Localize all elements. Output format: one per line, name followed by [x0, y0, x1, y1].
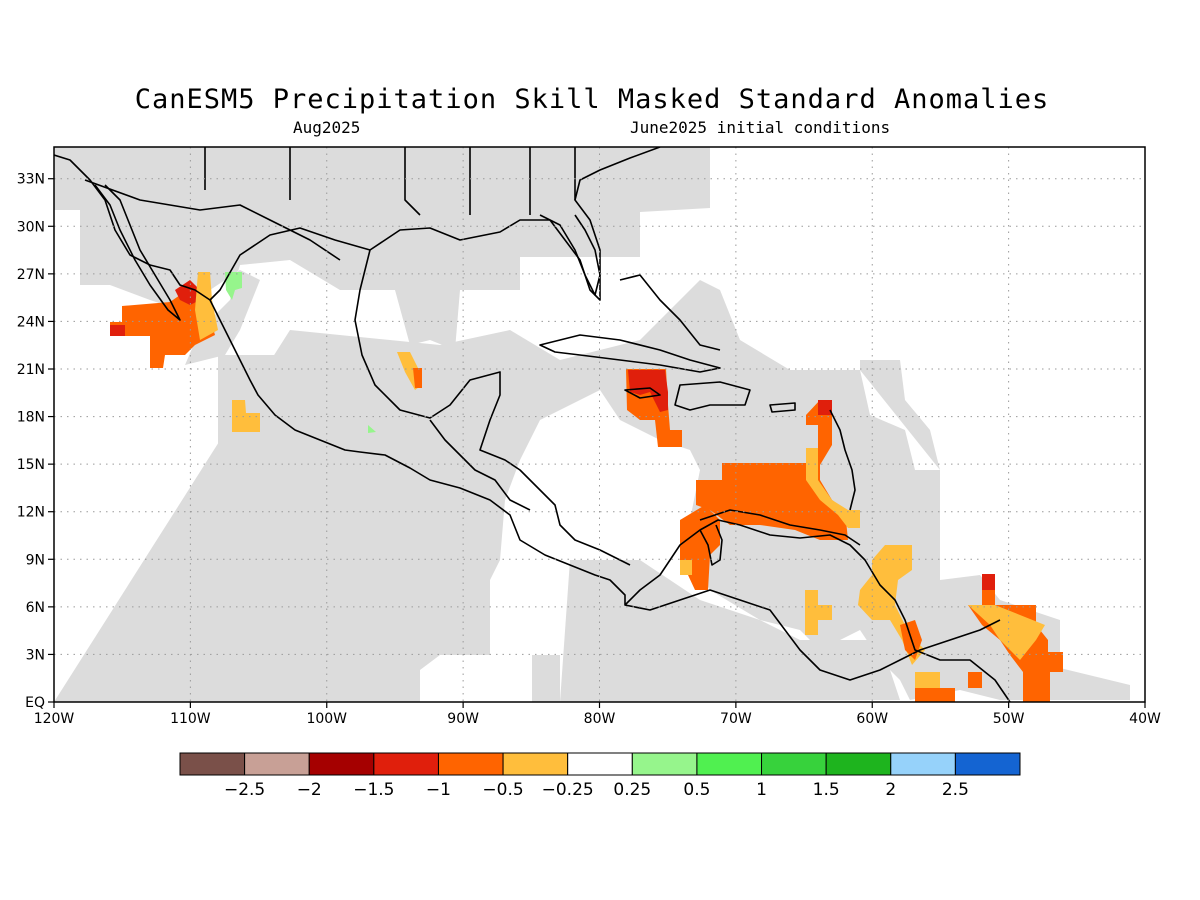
guiana-south-light: [915, 672, 940, 688]
yucatan-positive: [368, 425, 376, 433]
colorbar-swatch: [825, 752, 892, 776]
x-tick-label: 110W: [170, 711, 211, 727]
coast-puerto-rico: [769, 402, 796, 413]
colorbar-label: 2: [885, 780, 896, 800]
y-tick-label: 9N: [26, 552, 45, 568]
y-tick-label: 12N: [17, 505, 45, 521]
colorbar-label: −1: [426, 780, 451, 800]
coast-mexico-east: [354, 249, 631, 566]
coast-pacific-mainland: [54, 154, 1011, 702]
y-tick-label: 27N: [17, 267, 45, 283]
caribbean-central-anomaly: [696, 400, 848, 540]
y-tick-label: 24N: [17, 314, 45, 330]
baja-strong-anomaly-2: [110, 325, 125, 336]
coast-jamaica: [624, 387, 661, 399]
map-plot-area: [54, 147, 1145, 702]
coast-lesser-antilles: [829, 409, 856, 511]
colorbar-label: 0.5: [683, 780, 710, 800]
colorbar-label: 1.5: [813, 780, 840, 800]
y-axis-ticks: EQ 3N 6N 9N 12N 15N 18N 21N 24N 27N 30N 33N: [17, 172, 54, 711]
x-tick-label: 60W: [856, 711, 888, 727]
colorbar-label: −0.5: [482, 780, 523, 800]
y-tick-label: 30N: [17, 219, 45, 235]
mexico-pacific-light: [232, 400, 260, 432]
y-tick-label: 18N: [17, 410, 45, 426]
colorbar-label: −0.25: [542, 780, 594, 800]
baja-south-anomaly: [110, 285, 215, 368]
colorbar-swatch: [244, 752, 310, 776]
colorbar-swatch: [373, 752, 439, 776]
grid-lines: [54, 147, 1145, 702]
subtitle-initial-conditions: June2025 initial conditions: [630, 118, 891, 137]
venezuela-light: [805, 590, 832, 635]
colorbar-swatch: [631, 752, 698, 776]
border-us-mexico: [84, 179, 341, 261]
colorbar-label: 2.5: [942, 780, 969, 800]
guiana-small-orange: [968, 672, 982, 688]
colorbar-swatch: [437, 752, 504, 776]
y-tick-label: 33N: [17, 172, 45, 188]
colorbar-label: 0.25: [613, 780, 651, 800]
border-central-america: [429, 419, 531, 511]
colorbar-label: 1: [756, 780, 767, 800]
brazil-ne-light: [968, 605, 1045, 660]
coast-hispaniola: [674, 381, 751, 411]
gulf-of-california-positive: [225, 272, 242, 300]
x-tick-label: 100W: [306, 711, 347, 727]
coastlines: [54, 147, 1011, 702]
colorbar: −2.5 −2 −1.5 −1 −0.5 −0.25 0.25 0.5 1 1.5 2 2.5: [179, 752, 1021, 800]
coast-florida: [539, 214, 601, 296]
brazil-ne-strong: [982, 574, 995, 590]
lesser-antilles-strong: [818, 400, 832, 415]
mask-atlantic-ne: [860, 360, 940, 470]
gulf-light-anomaly-2: [413, 368, 422, 388]
y-tick-label: 15N: [17, 457, 45, 473]
coast-cuba: [539, 334, 721, 373]
coast-south-america-north: [699, 509, 861, 546]
hispaniola-strong: [628, 370, 668, 412]
y-tick-label: 3N: [26, 647, 45, 663]
coast-bahamas: [619, 274, 721, 351]
x-tick-label: 40W: [1129, 711, 1161, 727]
y-tick-label: 6N: [26, 600, 45, 616]
page-title: CanESM5 Precipitation Skill Masked Stand…: [134, 84, 1050, 115]
mask-mexico-pacific: [218, 355, 490, 655]
mask-north-america: [54, 147, 710, 365]
colorbar-swatch: [696, 752, 763, 776]
colombia-coast-light: [680, 560, 692, 575]
colorbar-label: −2: [297, 780, 322, 800]
subtitle-target-month: Aug2025: [293, 118, 361, 137]
x-tick-label: 70W: [720, 711, 752, 727]
y-tick-label: EQ: [25, 695, 45, 711]
y-tick-label: 21N: [17, 362, 45, 378]
caribbean-light: [806, 448, 860, 528]
x-axis-ticks: 120W 110W 100W 90W 80W 70W 60W 50W 40W: [34, 702, 1161, 727]
coast-baja: [94, 184, 181, 321]
colorbar-swatch: [567, 752, 633, 776]
guiana-south-orange: [915, 688, 955, 702]
colorbar-swatch: [179, 752, 246, 776]
coast-gulf-of-mexico: [209, 147, 661, 301]
colorbar-swatch: [954, 752, 1021, 776]
x-tick-label: 50W: [993, 711, 1025, 727]
border-south-america: [624, 589, 1001, 681]
colorbar-swatch: [890, 752, 956, 776]
colorbar-label: −1.5: [353, 780, 394, 800]
x-tick-label: 120W: [34, 711, 75, 727]
colorbar-swatch: [308, 752, 375, 776]
colorbar-swatch: [502, 752, 569, 776]
x-tick-label: 80W: [584, 711, 616, 727]
x-tick-label: 90W: [447, 711, 479, 727]
border-us-states: [204, 147, 576, 216]
mask-south-america: [560, 560, 900, 702]
baja-light-anomaly: [195, 272, 218, 340]
colorbar-swatch: [761, 752, 827, 776]
coast-maracaibo: [699, 524, 723, 566]
colorbar-label: −2.5: [224, 780, 265, 800]
